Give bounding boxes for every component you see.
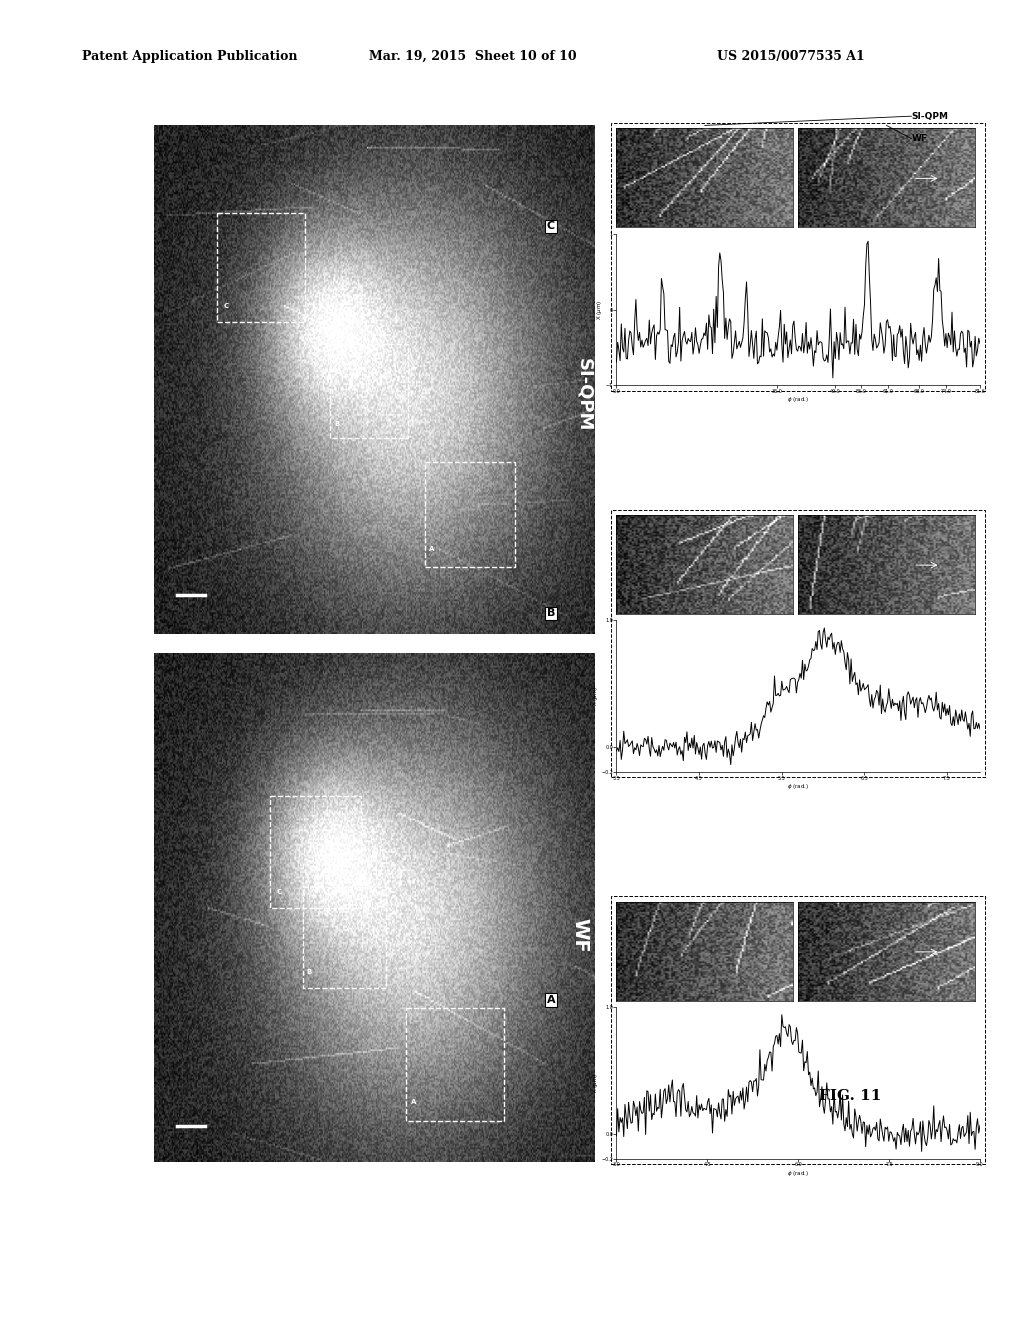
Text: WF: WF	[570, 919, 589, 953]
Bar	[331, 345, 409, 438]
Text: C: C	[276, 888, 282, 895]
Text: B: B	[547, 609, 555, 618]
Bar	[406, 1008, 504, 1121]
Y-axis label: X ($\mu$m): X ($\mu$m)	[591, 686, 600, 706]
Text: SI-QPM: SI-QPM	[575, 358, 594, 432]
Text: A: A	[428, 546, 434, 552]
Text: C: C	[223, 302, 228, 309]
Text: C: C	[547, 222, 555, 231]
X-axis label: $\phi$ (rad.): $\phi$ (rad.)	[787, 395, 809, 404]
X-axis label: $\phi$ (rad.): $\phi$ (rad.)	[787, 781, 809, 791]
Text: B: B	[334, 421, 339, 426]
Text: B: B	[306, 969, 311, 974]
Text: Patent Application Publication: Patent Application Publication	[82, 50, 297, 63]
Bar	[425, 462, 515, 568]
Text: A: A	[547, 995, 555, 1005]
Text: FIG. 11: FIG. 11	[819, 1089, 882, 1104]
Bar	[270, 796, 360, 908]
Y-axis label: X ($\mu$m): X ($\mu$m)	[595, 300, 604, 319]
Text: WF: WF	[911, 135, 928, 143]
Bar	[303, 887, 386, 989]
Y-axis label: X ($\mu$m): X ($\mu$m)	[591, 1073, 600, 1093]
Text: US 2015/0077535 A1: US 2015/0077535 A1	[717, 50, 864, 63]
Bar	[217, 214, 305, 322]
X-axis label: $\phi$ (rad.): $\phi$ (rad.)	[787, 1168, 809, 1177]
Text: Mar. 19, 2015  Sheet 10 of 10: Mar. 19, 2015 Sheet 10 of 10	[369, 50, 577, 63]
Text: SI-QPM: SI-QPM	[911, 112, 948, 120]
Text: A: A	[411, 1100, 416, 1105]
